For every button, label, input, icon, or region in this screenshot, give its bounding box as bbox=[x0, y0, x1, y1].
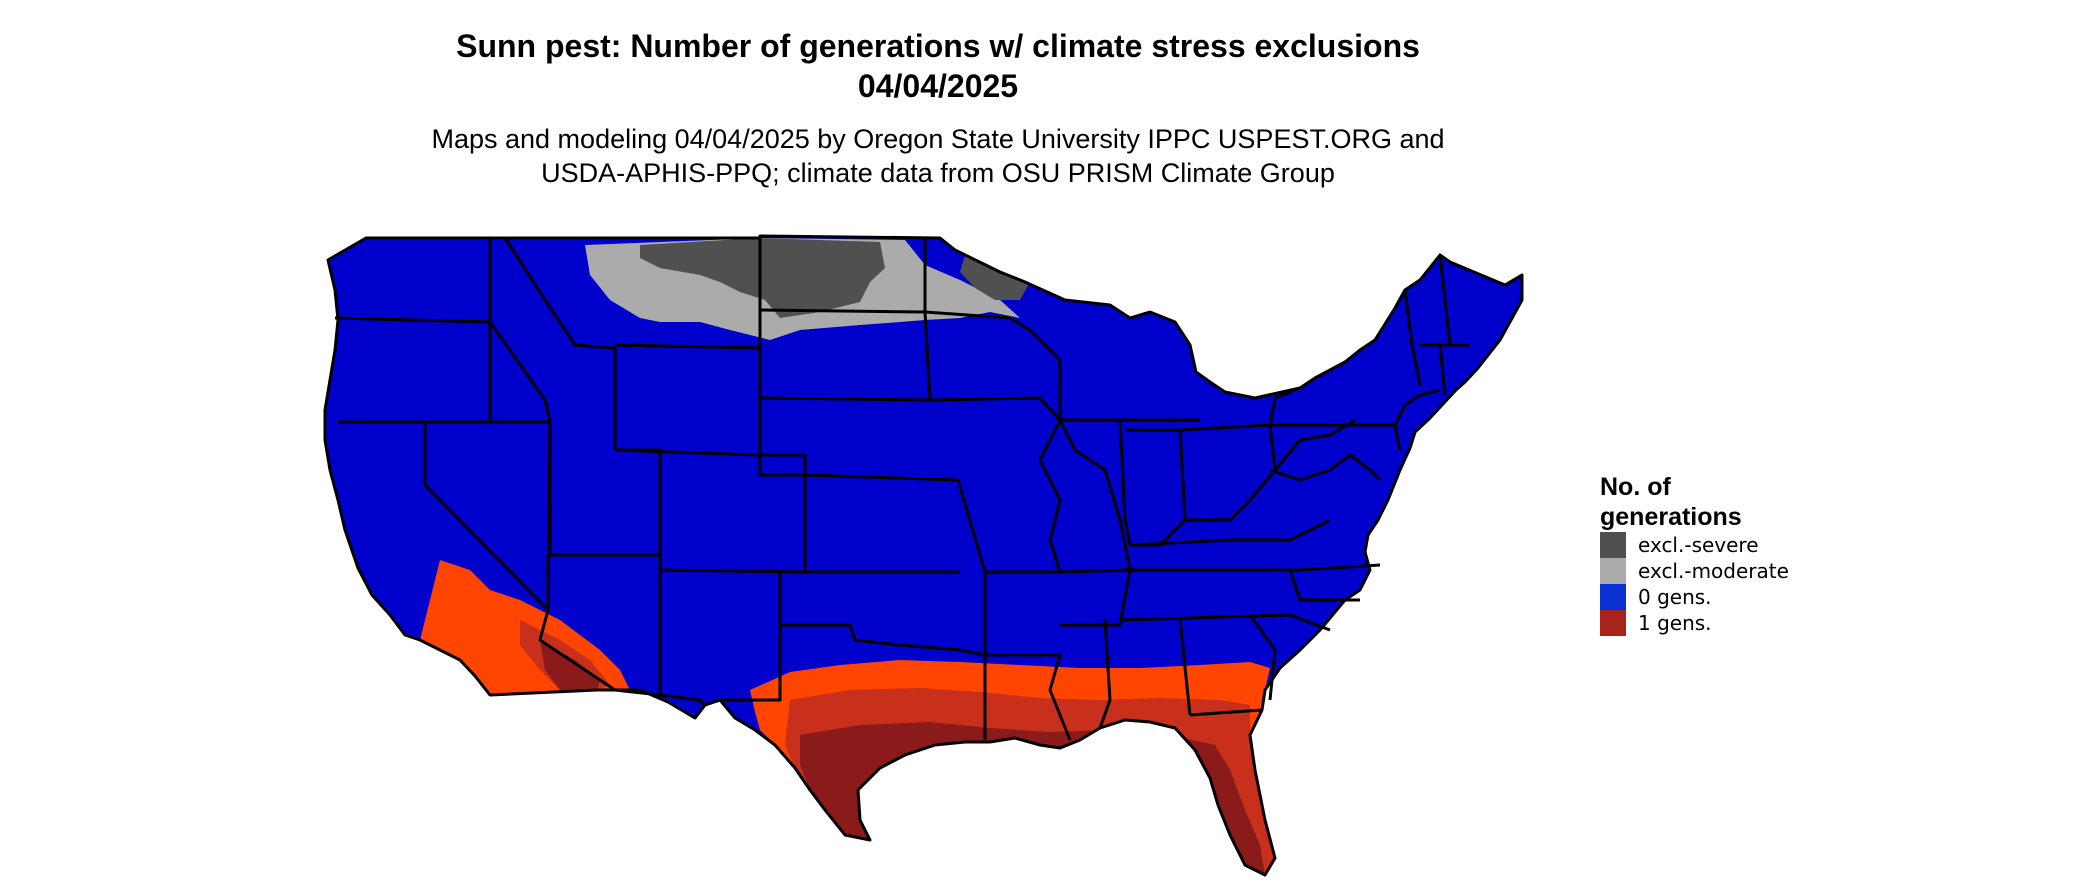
exclusion-severe-region-2 bbox=[960, 255, 1030, 300]
legend-item-1-gens: 1 gens. bbox=[1600, 610, 1900, 636]
legend-title: No. of generations bbox=[1600, 473, 1742, 531]
legend-swatch bbox=[1600, 584, 1626, 610]
legend-swatch bbox=[1600, 532, 1626, 558]
legend-item-0-gens: 0 gens. bbox=[1600, 584, 1900, 610]
legend-label: 0 gens. bbox=[1638, 585, 1712, 609]
legend: No. of generations excl.-severe excl.-mo… bbox=[1600, 472, 1900, 636]
map-title: Sunn pest: Number of generations w/ clim… bbox=[456, 28, 1420, 64]
zero-generations-region bbox=[325, 236, 1522, 875]
legend-item-excl-moderate: excl.-moderate bbox=[1600, 558, 1900, 584]
legend-label: 1 gens. bbox=[1638, 611, 1712, 635]
legend-swatch bbox=[1600, 558, 1626, 584]
map-subtitle-line2: USDA-APHIS-PPQ; climate data from OSU PR… bbox=[541, 158, 1335, 188]
legend-swatch bbox=[1600, 610, 1626, 636]
legend-label: excl.-moderate bbox=[1638, 559, 1789, 583]
legend-label: excl.-severe bbox=[1638, 533, 1759, 557]
state-borders bbox=[323, 234, 1524, 877]
map-subtitle-line1: Maps and modeling 04/04/2025 by Oregon S… bbox=[431, 124, 1445, 154]
map-date: 04/04/2025 bbox=[857, 68, 1019, 104]
legend-item-excl-severe: excl.-severe bbox=[1600, 532, 1900, 558]
exclusion-severe-region bbox=[640, 238, 885, 318]
